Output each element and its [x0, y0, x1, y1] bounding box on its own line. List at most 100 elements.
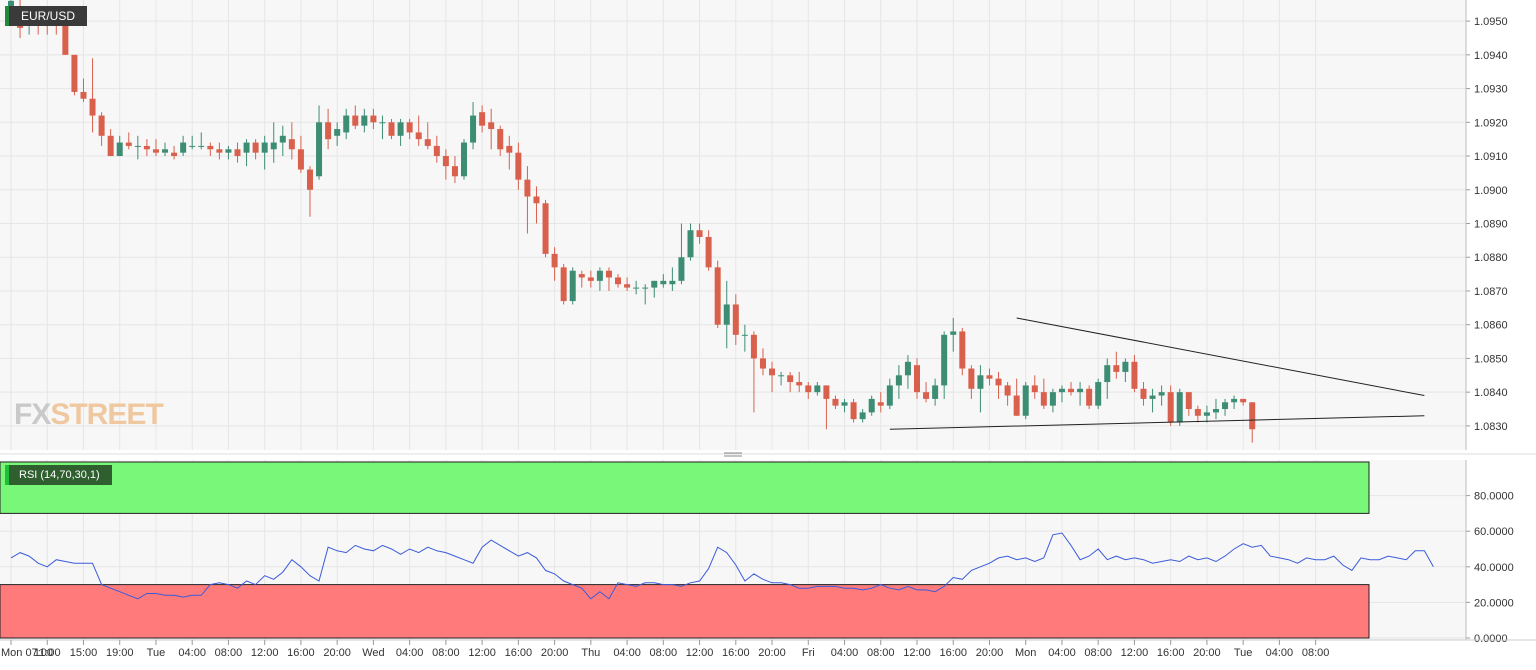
price-tick-label: 1.0830: [1474, 421, 1508, 433]
candle-body: [461, 142, 467, 177]
candle-body: [1185, 392, 1192, 410]
candle-body: [279, 135, 286, 143]
time-tick-label: 20:00: [758, 647, 786, 659]
price-plot-area: [0, 0, 1466, 450]
candle-body: [886, 385, 893, 406]
candle-body: [288, 139, 295, 150]
candle-body: [424, 139, 431, 146]
candle-body: [306, 169, 313, 190]
time-tick-label: 16:00: [939, 647, 967, 659]
candle-body: [569, 270, 576, 302]
candle-body: [325, 122, 332, 140]
candle-body: [1149, 395, 1156, 399]
candle-body: [578, 274, 585, 278]
candle-body: [1240, 398, 1247, 403]
candle-body: [80, 91, 87, 99]
time-tick-label: Fri: [802, 647, 815, 659]
candle-body: [1022, 385, 1029, 416]
price-tick-label: 1.0940: [1474, 50, 1508, 62]
candle-body: [297, 149, 304, 170]
candle-body: [859, 412, 866, 420]
candle-body: [370, 115, 377, 123]
rsi-tick-label: 80.0000: [1474, 491, 1514, 503]
candle-body: [334, 129, 341, 136]
time-tick-label: 08:00: [867, 647, 895, 659]
candle-body: [669, 280, 676, 285]
candle-body: [696, 230, 703, 237]
candle-body: [642, 287, 649, 289]
candle-body: [488, 122, 495, 130]
rsi-tick-label: 40.0000: [1474, 562, 1514, 574]
candle-body: [125, 142, 132, 146]
candle-body: [678, 257, 685, 281]
trendline: [889, 415, 1425, 430]
time-tick-label: 04:00: [178, 647, 206, 659]
candle-body: [89, 98, 96, 116]
candle-body: [1167, 392, 1174, 423]
rsi-tick-label: 0.0000: [1474, 633, 1508, 645]
candle-body: [895, 375, 902, 386]
time-tick-label: 04:00: [1048, 647, 1076, 659]
time-tick-label: 19:00: [106, 647, 134, 659]
candle-body: [1004, 385, 1011, 396]
time-tick-label: 08:00: [1302, 647, 1330, 659]
candle-body: [143, 145, 150, 150]
candle-body: [732, 304, 739, 335]
candle-body: [823, 385, 830, 399]
candle-body: [497, 129, 504, 150]
candle-body: [470, 115, 477, 143]
time-tick-label: 04:00: [613, 647, 641, 659]
candle-body: [198, 145, 205, 147]
candle-body: [216, 149, 223, 153]
candle-body: [615, 277, 622, 285]
candle-body: [225, 149, 232, 153]
candle-body: [1131, 361, 1138, 389]
rsi-oversold-zone: [0, 584, 1370, 639]
candle-body: [406, 122, 413, 133]
candle-body: [714, 267, 721, 325]
candle-body: [1122, 361, 1129, 372]
time-tick-label: 08:00: [432, 647, 460, 659]
candle-body: [180, 142, 187, 153]
price-tick-label: 1.0850: [1474, 353, 1508, 365]
price-tick-label: 1.0950: [1474, 16, 1508, 28]
candle-body: [189, 145, 196, 147]
time-tick-label: 04:00: [831, 647, 859, 659]
rsi-overbought-zone: [0, 461, 1370, 514]
candle-body: [261, 142, 268, 153]
candle-body: [605, 270, 612, 278]
fxstreet-watermark-logo: FXSTREET: [14, 398, 164, 432]
candle-body: [923, 392, 930, 399]
candle-body: [388, 122, 395, 136]
candle-body: [841, 402, 848, 406]
candle-body: [1222, 402, 1229, 410]
time-tick-label: Mon 07:00: [1, 647, 53, 659]
candle-body: [651, 280, 658, 288]
candle-body: [687, 230, 694, 258]
candle-body: [379, 122, 386, 124]
candle-body: [1176, 392, 1183, 423]
candle-body: [741, 334, 748, 336]
time-tick-label: 04:00: [396, 647, 424, 659]
time-tick-label: 16:00: [505, 647, 533, 659]
rsi-tick-label: 60.0000: [1474, 526, 1514, 538]
time-tick-label: 20:00: [541, 647, 569, 659]
candle-body: [515, 152, 522, 180]
time-tick-label: 12:00: [468, 647, 496, 659]
time-tick-label: Thu: [581, 647, 600, 659]
rsi-indicator-badge[interactable]: RSI (14,70,30,1): [5, 465, 112, 485]
candle-body: [152, 149, 159, 153]
candle-body: [343, 115, 350, 133]
candle-body: [551, 253, 558, 268]
candle-body: [62, 24, 69, 55]
symbol-badge[interactable]: EUR/USD: [5, 6, 88, 26]
candle-body: [1203, 412, 1210, 416]
candle-body: [1049, 392, 1056, 406]
time-tick-label: 15:00: [70, 647, 98, 659]
candle-body: [877, 402, 884, 406]
time-tick-label: 20:00: [1193, 647, 1221, 659]
rsi-series-line: [10, 532, 1434, 600]
time-tick-label: 12:00: [1121, 647, 1149, 659]
candle-body: [814, 385, 821, 393]
